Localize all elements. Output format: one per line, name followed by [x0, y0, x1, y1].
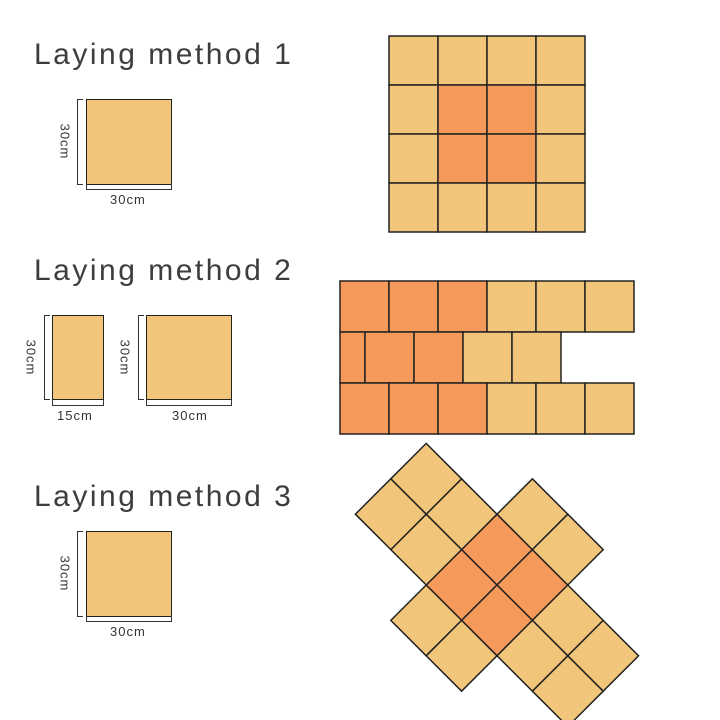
method-1-title: Laying method 1	[34, 38, 294, 71]
method-2-square-width-dimension	[146, 400, 232, 406]
method-2-narrow-width-label: 15cm	[57, 408, 93, 423]
light-tile	[531, 654, 605, 720]
light-tile	[486, 280, 537, 333]
method-2-narrow-height-dimension	[44, 315, 50, 400]
method-2-square-height-dimension	[138, 315, 144, 400]
dark-tile	[486, 84, 537, 135]
light-tile	[535, 280, 586, 333]
light-tile	[437, 182, 488, 233]
method-1-height-dimension	[77, 99, 83, 185]
light-tile	[535, 382, 586, 435]
light-tile	[354, 477, 428, 551]
method-3-width-dimension	[86, 616, 172, 622]
light-tile	[535, 133, 586, 184]
dark-tile	[486, 133, 537, 184]
method-1-width-label: 30cm	[110, 192, 146, 207]
light-tile	[388, 84, 439, 135]
dark-tile	[388, 280, 439, 333]
method-2-sample-tile-square	[146, 315, 232, 400]
method-1-width-dimension	[86, 184, 172, 190]
method-2-sample-tile-narrow	[52, 315, 104, 400]
light-tile	[486, 182, 537, 233]
light-tile	[584, 280, 635, 333]
method-3-height-dimension	[77, 531, 83, 617]
dark-tile	[437, 84, 488, 135]
method-2-square-width-label: 30cm	[172, 408, 208, 423]
light-tile	[535, 84, 586, 135]
method-2-narrow-width-dimension	[52, 400, 104, 406]
light-tile	[584, 382, 635, 435]
light-tile	[425, 619, 499, 693]
method-3-title: Laying method 3	[34, 480, 294, 513]
dark-tile	[388, 382, 439, 435]
light-tile	[535, 35, 586, 86]
method-2-title: Laying method 2	[34, 254, 294, 287]
light-tile	[511, 331, 562, 384]
light-tile	[486, 382, 537, 435]
dark-tile	[437, 382, 488, 435]
light-tile	[535, 182, 586, 233]
dark-tile	[437, 280, 488, 333]
light-tile	[531, 513, 605, 587]
light-tile	[388, 133, 439, 184]
method-3-sample-tile	[86, 531, 172, 617]
light-tile	[388, 182, 439, 233]
light-tile	[388, 35, 439, 86]
method-3-width-label: 30cm	[110, 624, 146, 639]
method-1-sample-tile	[86, 99, 172, 185]
light-tile	[437, 35, 488, 86]
